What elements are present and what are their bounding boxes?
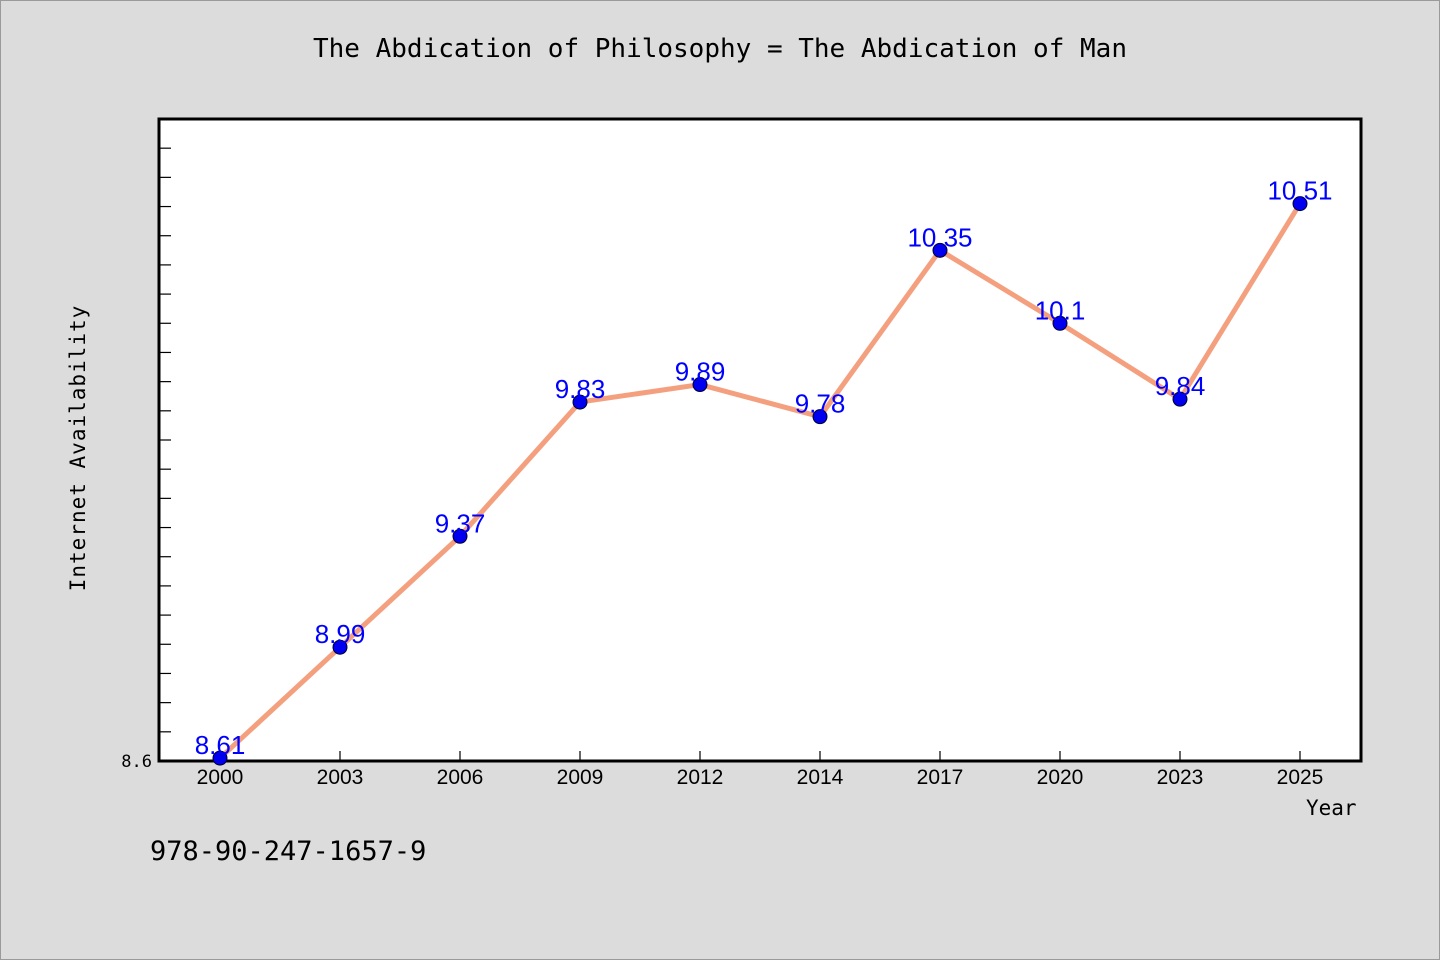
x-tick-label: 2000 [197,766,244,789]
data-label: 8.61 [195,730,246,760]
chart-title: The Abdication of Philosophy = The Abdic… [313,34,1127,64]
data-label: 9.89 [675,357,726,387]
data-point [212,750,228,766]
data-label: 10.51 [1267,176,1332,206]
isbn-text: 978-90-247-1657-9 [150,836,427,867]
data-point [692,377,708,393]
x-tick-label: 2012 [677,766,724,789]
x-tick-label: 2023 [1157,766,1204,789]
data-point [1292,196,1308,212]
data-label: 10.35 [907,222,972,252]
x-tick-label: 2009 [557,766,604,789]
series-line [217,201,1303,761]
series-markers [212,196,1308,766]
x-tick-label: 2003 [317,766,364,789]
x-tick-label: 2006 [437,766,484,789]
data-label: 9.83 [555,374,606,404]
data-point [452,528,468,544]
data-label: 9.84 [1155,371,1206,401]
data-label: 9.37 [435,508,486,538]
x-tick-label: 2014 [797,766,844,789]
data-point [1172,391,1188,407]
plot-area [157,117,1363,763]
x-axis: 2000 2003 2006 2009 2012 2014 2017 2020 2023 2025 [197,751,1324,789]
data-label: 8.99 [315,619,366,649]
x-tick-label: 2017 [917,766,964,789]
data-point [572,394,588,410]
data-point [812,409,828,425]
x-tick-label: 2020 [1037,766,1084,789]
y-axis-ticks [159,147,171,762]
x-tick-label: 2025 [1277,766,1324,789]
data-labels: 8.61 8.99 9.37 9.83 9.89 9.78 10.35 10.1 9.84 10.… [195,176,1333,760]
data-point [932,242,948,258]
data-point [332,639,348,655]
x-axis-label: Year [1306,796,1357,820]
data-point [1052,315,1068,331]
data-label: 10.1 [1035,295,1086,325]
y-tick-label: 8.6 [121,752,152,772]
data-label: 9.78 [795,389,846,419]
y-axis-label: Internet Availability [66,304,90,592]
